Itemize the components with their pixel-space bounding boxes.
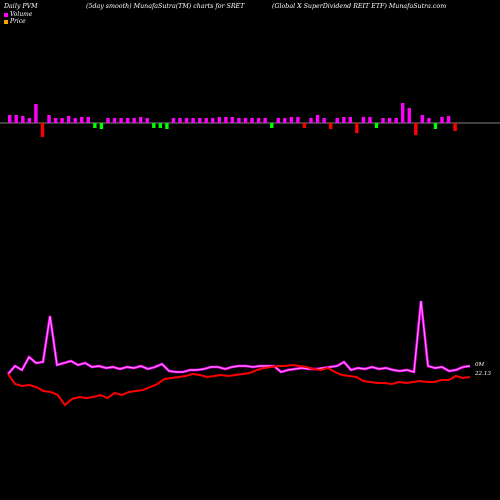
legend-volume-label: Volume	[10, 11, 33, 18]
volume-bar	[256, 118, 261, 123]
legend-volume: Volume	[4, 11, 32, 18]
volume-bar	[440, 117, 444, 123]
volume-bar	[53, 118, 58, 123]
header-title: (5day smooth) MunafaSutra(TM) charts for…	[86, 3, 245, 10]
volume-bar	[348, 117, 352, 123]
volume-bar	[119, 118, 123, 123]
volume-bar	[263, 118, 267, 123]
volume-bar	[40, 123, 45, 137]
header-right: (Global X SuperDividend REIT ETF) Munafa…	[272, 3, 447, 10]
volume-bar	[145, 118, 149, 123]
legend-price: Price	[4, 18, 26, 25]
volume-bar	[152, 123, 156, 128]
volume-bar	[328, 123, 333, 129]
volume-line	[7, 300, 471, 375]
volume-bar	[184, 118, 189, 123]
volume-bar	[420, 115, 425, 123]
volume-value-label: 0M	[475, 362, 485, 368]
volume-bar	[335, 118, 339, 123]
volume-bar	[112, 118, 117, 123]
volume-bar	[243, 118, 248, 123]
volume-bar	[446, 116, 451, 123]
volume-bar	[315, 115, 320, 123]
volume-bar	[289, 117, 294, 123]
volume-bar	[355, 123, 359, 133]
volume-bar	[433, 123, 438, 129]
volume-bar	[270, 123, 274, 128]
volume-bar	[361, 117, 366, 123]
volume-bar	[407, 108, 411, 123]
volume-bar	[368, 117, 372, 123]
volume-line-highlight	[7, 300, 471, 375]
volume-bar	[224, 117, 228, 123]
volume-bar	[276, 118, 280, 123]
volume-bar	[381, 118, 385, 123]
volume-bar	[171, 118, 176, 123]
volume-bar	[132, 118, 136, 123]
volume-bar	[14, 115, 18, 123]
volume-bar	[374, 123, 379, 128]
volume-bar	[401, 103, 405, 123]
volume-bar	[73, 118, 77, 123]
price-line	[7, 363, 471, 407]
volume-bar	[230, 117, 235, 123]
volume-bar	[283, 118, 287, 123]
volume-bar	[302, 123, 307, 128]
volume-bar	[250, 118, 254, 123]
volume-bar	[453, 123, 457, 131]
volume-bar	[47, 115, 51, 123]
volume-bar	[99, 123, 104, 129]
volume-bar	[191, 118, 195, 123]
volume-bar	[60, 118, 64, 123]
header-left: Daily PVM	[4, 3, 38, 10]
volume-bar	[86, 117, 90, 123]
volume-bar	[106, 118, 110, 123]
legend-volume-swatch	[4, 12, 8, 17]
volume-bar	[322, 118, 326, 123]
legend-price-swatch	[4, 19, 8, 24]
volume-bar	[27, 118, 32, 123]
volume-bar	[66, 116, 71, 123]
volume-bar	[204, 118, 208, 123]
volume-bar	[165, 123, 169, 129]
volume-bar	[414, 123, 418, 135]
volume-bar	[394, 118, 398, 123]
volume-bar	[93, 123, 97, 128]
volume-bar	[217, 117, 221, 123]
volume-bar	[387, 118, 392, 123]
volume-bar	[139, 117, 143, 123]
volume-bar	[158, 123, 163, 128]
volume-bar	[211, 118, 215, 123]
volume-bars	[8, 103, 457, 137]
volume-bar	[21, 116, 25, 123]
volume-bar	[342, 117, 346, 123]
volume-bar	[125, 118, 130, 123]
volume-bar	[197, 118, 202, 123]
volume-bar	[427, 118, 431, 123]
volume-bar	[80, 117, 84, 123]
volume-bar	[34, 104, 38, 123]
price-value-label: 22.13	[474, 371, 491, 377]
volume-bar	[178, 118, 182, 123]
volume-bar	[296, 117, 300, 123]
volume-bar	[309, 118, 313, 123]
volume-bar	[237, 118, 241, 123]
legend-price-label: Price	[10, 18, 26, 25]
volume-bar	[8, 115, 12, 123]
